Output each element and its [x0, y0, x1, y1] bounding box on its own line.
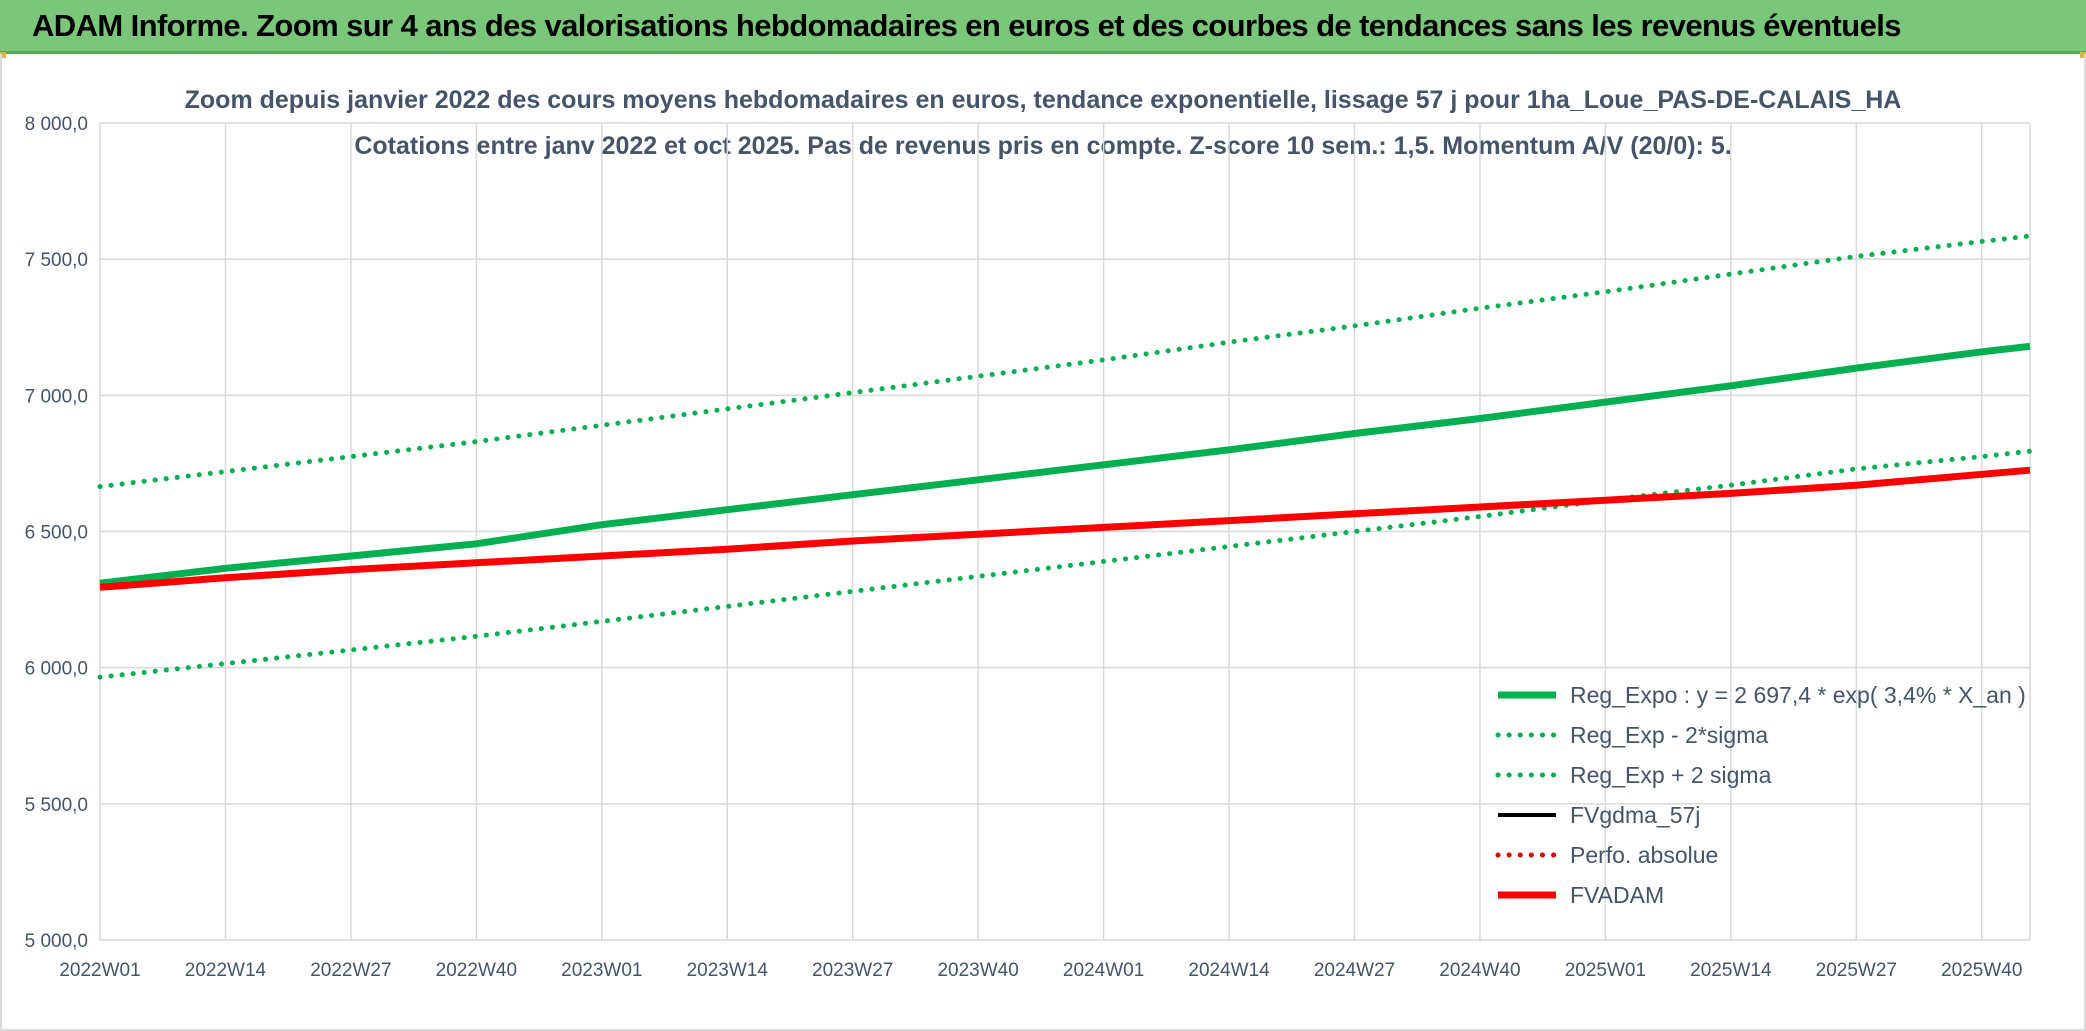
chart-title: Zoom depuis janvier 2022 des cours moyen…	[185, 86, 1902, 114]
y-tick-label: 7 500,0	[25, 250, 88, 271]
x-tick-label: 2024W14	[1188, 960, 1270, 981]
y-tick-label: 6 000,0	[25, 659, 88, 680]
series-line-0	[99, 342, 2031, 587]
report-banner: ADAM Informe. Zoom sur 4 ans des valoris…	[0, 0, 2086, 54]
x-axis-ticks: 2022W01 2022W14 2022W27 2022W40 2023W01 2023W…	[59, 960, 2022, 981]
x-tick-label: 2022W27	[310, 960, 391, 981]
legend-label-3: FVgdma_57j	[1570, 802, 1700, 828]
y-tick-label: 8 000,0	[25, 114, 88, 135]
legend-label-2: Reg_Exp + 2 sigma	[1570, 762, 1772, 788]
x-tick-label: 2023W01	[561, 960, 642, 981]
chart-frame	[0, 54, 2086, 1031]
series-line-1	[97, 448, 2033, 680]
legend-label-0: Reg_Expo : y = 2 697,4 * exp( 3,4% * X_a…	[1570, 682, 2026, 708]
series-lines	[97, 233, 2033, 680]
y-tick-label: 7 000,0	[25, 386, 88, 407]
x-tick-label: 2022W14	[185, 960, 267, 981]
y-tick-label: 5 000,0	[25, 931, 88, 952]
x-tick-label: 2022W40	[436, 960, 517, 981]
x-tick-label: 2024W01	[1063, 960, 1144, 981]
y-tick-label: 5 500,0	[25, 795, 88, 816]
x-tick-label: 2024W40	[1439, 960, 1520, 981]
x-tick-label: 2025W27	[1816, 960, 1897, 981]
corner-marker-left	[0, 52, 6, 58]
legend-label-5: FVADAM	[1570, 882, 1664, 908]
x-tick-label: 2022W01	[59, 960, 140, 981]
x-tick-label: 2025W01	[1565, 960, 1646, 981]
report-title: ADAM Informe. Zoom sur 4 ans des valoris…	[32, 8, 1902, 43]
legend-label-4: Perfo. absolue	[1570, 842, 1718, 868]
y-tick-label: 6 500,0	[25, 523, 88, 544]
corner-marker-right	[2080, 52, 2086, 58]
legend: Reg_Expo : y = 2 697,4 * exp( 3,4% * X_a…	[1495, 682, 2026, 908]
chart-subtitle: Cotations entre janv 2022 et oct 2025. P…	[354, 132, 1731, 160]
y-axis-ticks: 8 000,0 7 500,0 7 000,0 6 500,0 6 000,0 5 500…	[25, 114, 88, 952]
x-tick-label: 2023W27	[812, 960, 893, 981]
series-line-5	[99, 466, 2031, 591]
grid-lines	[99, 122, 2031, 941]
x-tick-label: 2025W40	[1941, 960, 2022, 981]
x-tick-label: 2023W40	[937, 960, 1018, 981]
series-line-2	[97, 233, 2033, 490]
legend-label-1: Reg_Exp - 2*sigma	[1570, 722, 1768, 748]
x-tick-label: 2023W14	[687, 960, 769, 981]
x-tick-label: 2024W27	[1314, 960, 1395, 981]
x-tick-label: 2025W14	[1690, 960, 1772, 981]
